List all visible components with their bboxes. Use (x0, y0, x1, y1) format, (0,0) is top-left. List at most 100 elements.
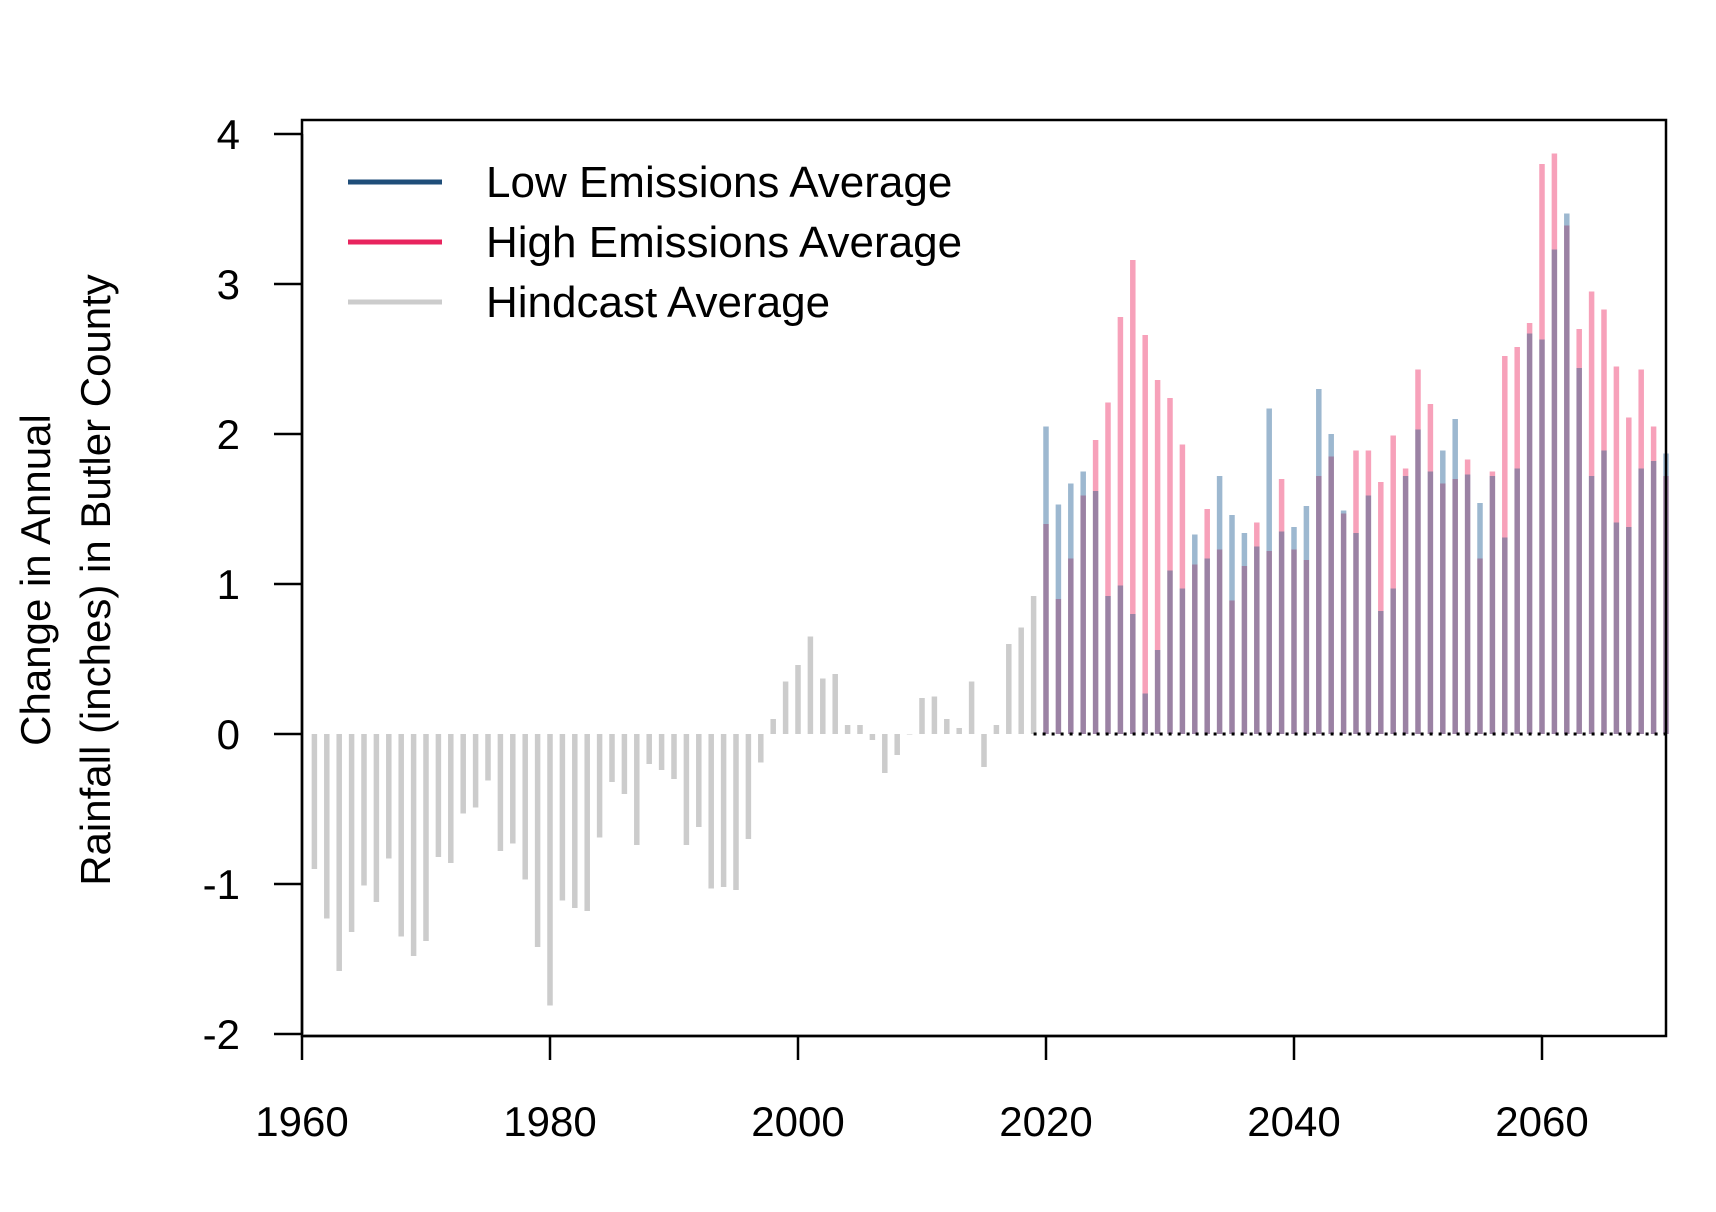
projection-overlap-bar (1303, 560, 1310, 734)
hindcast-bar (820, 678, 826, 734)
low-emissions-bar (1316, 389, 1322, 476)
low-emissions-bar (1564, 213, 1570, 226)
hindcast-bar (336, 734, 342, 971)
projection-overlap-bar (1390, 588, 1396, 734)
high-emissions-bar (1502, 356, 1508, 538)
hindcast-bar (609, 734, 615, 782)
projection-overlap-bar (1576, 368, 1582, 734)
low-emissions-bar (1068, 483, 1074, 559)
high-emissions-bar (1526, 323, 1533, 334)
projection-overlap-bar (1626, 527, 1632, 734)
projection-overlap-bar (1130, 614, 1136, 734)
legend-label-low: Low Emissions Average (486, 158, 952, 207)
projection-overlap-bar (1588, 476, 1595, 734)
hindcast-bar (869, 734, 876, 740)
hindcast-bar (844, 725, 851, 734)
hindcast-bar (361, 734, 367, 886)
high-emissions-bar (1576, 329, 1582, 368)
high-emissions-bar (1464, 459, 1471, 475)
high-emissions-bar (1167, 398, 1173, 571)
hindcast-bar (348, 734, 355, 932)
hindcast-bar (894, 734, 900, 755)
high-emissions-bar (1117, 317, 1124, 586)
low-emissions-bar (1055, 504, 1062, 599)
y-tick-label: -2 (203, 1011, 240, 1058)
projection-overlap-bar (1365, 495, 1372, 734)
bars-layer (311, 153, 1669, 1006)
high-emissions-bar (1378, 482, 1384, 611)
hindcast-bar (373, 734, 380, 902)
legend-label-high: High Emissions Average (486, 218, 962, 267)
projection-overlap-bar (1316, 476, 1322, 734)
low-emissions-bar (1340, 510, 1347, 514)
hindcast-bar (745, 734, 752, 839)
projection-overlap-bar (1514, 468, 1520, 734)
low-emissions-bar (1291, 527, 1297, 550)
projection-overlap-bar (1402, 476, 1409, 734)
low-emissions-bar (1216, 476, 1223, 550)
high-emissions-bar (1130, 260, 1136, 614)
hindcast-bar (968, 681, 975, 734)
hindcast-bar (944, 719, 950, 734)
y-axis-title-line1: Change in Annual (12, 414, 59, 746)
hindcast-bar (1030, 596, 1037, 734)
low-emissions-bar (1266, 408, 1272, 551)
hindcast-bar (770, 719, 776, 734)
x-tick-label: 2020 (999, 1098, 1092, 1145)
projection-overlap-bar (1229, 600, 1235, 734)
hindcast-bar (460, 734, 466, 814)
hindcast-bar (386, 734, 392, 859)
high-emissions-bar (1365, 450, 1372, 496)
projection-overlap-bar (1650, 461, 1657, 734)
projection-overlap-bar (1489, 476, 1496, 734)
hindcast-bar (485, 734, 491, 781)
hindcast-bar (857, 725, 863, 734)
hindcast-bar (572, 734, 578, 908)
hindcast-bar (596, 734, 603, 838)
projection-overlap-bar (1278, 531, 1285, 734)
low-emissions-bar (1241, 533, 1248, 566)
projection-overlap-bar (1080, 495, 1086, 734)
hindcast-bar (311, 734, 318, 869)
x-tick-label: 1960 (255, 1098, 348, 1145)
high-emissions-bar (1142, 335, 1148, 694)
projection-overlap-bar (1551, 249, 1558, 734)
high-emissions-bar (1353, 450, 1359, 533)
low-emissions-bar (1080, 471, 1086, 496)
hindcast-bar (324, 734, 330, 919)
y-tick-label: 0 (217, 711, 240, 758)
low-emissions-bar (1440, 450, 1446, 484)
high-emissions-bar (1650, 426, 1657, 461)
low-emissions-bar (1477, 503, 1483, 559)
hindcast-bar (448, 734, 454, 863)
projection-overlap-bar (1179, 588, 1186, 734)
low-emissions-bar (1452, 419, 1458, 479)
projection-overlap-bar (1340, 513, 1347, 734)
hindcast-bar (720, 734, 727, 887)
projection-overlap-bar (1154, 650, 1161, 734)
hindcast-bar (547, 734, 553, 1006)
projection-overlap-bar (1477, 558, 1483, 734)
hindcast-bar (410, 734, 417, 956)
hindcast-bar (795, 665, 801, 734)
projection-overlap-bar (1539, 339, 1545, 734)
hindcast-bar (472, 734, 479, 808)
hindcast-bar (522, 734, 528, 880)
high-emissions-bar (1390, 435, 1396, 589)
y-tick-label: 1 (217, 561, 240, 608)
hindcast-bar (621, 734, 628, 794)
y-axis: -2 -1 0 1 2 3 4 (203, 111, 304, 1058)
projection-overlap-bar (1638, 468, 1644, 734)
projection-overlap-bar (1328, 456, 1334, 734)
projection-overlap-bar (1117, 585, 1124, 734)
hindcast-bar (398, 734, 404, 937)
hindcast-bar (956, 728, 962, 734)
high-emissions-bar (1154, 380, 1161, 650)
hindcast-bar (683, 734, 690, 845)
hindcast-bar (584, 734, 590, 911)
projection-overlap-bar (1254, 546, 1260, 734)
projection-overlap-bar (1427, 471, 1434, 734)
hindcast-bar (435, 734, 442, 857)
high-emissions-bar (1415, 369, 1421, 430)
high-emissions-bar (1204, 509, 1210, 559)
